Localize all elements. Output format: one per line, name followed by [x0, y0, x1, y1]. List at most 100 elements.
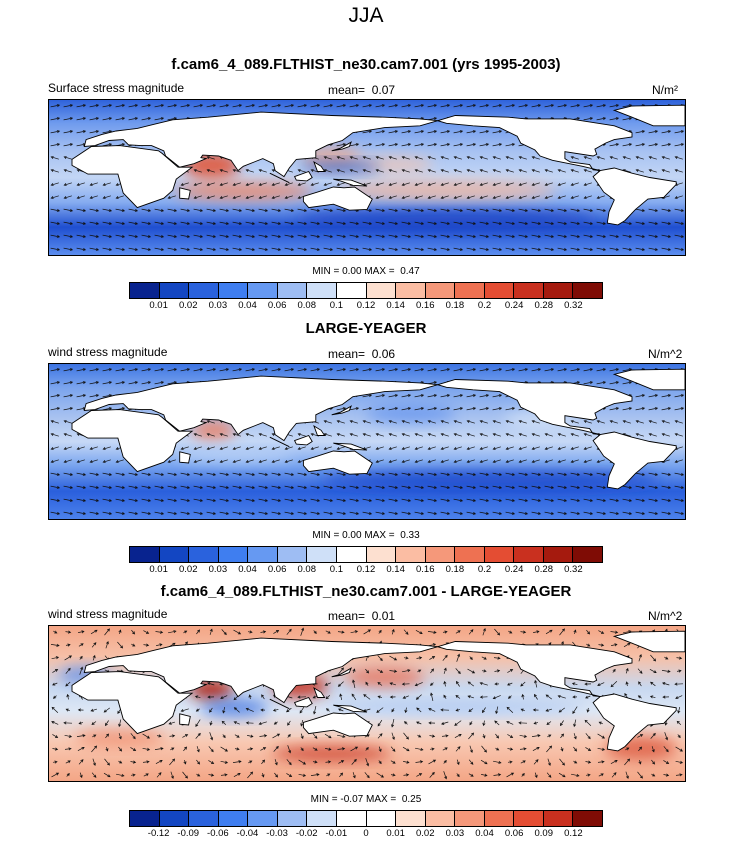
wind-vector — [648, 485, 659, 490]
wind-vector — [89, 247, 100, 252]
field-blob — [173, 182, 314, 201]
wind-vector — [440, 155, 449, 160]
colorbar-box — [189, 283, 219, 298]
min-value: 0.00 — [342, 266, 362, 277]
wind-vector — [66, 772, 70, 777]
wind-vector — [388, 182, 397, 187]
wind-vector — [222, 734, 226, 739]
wind-vector — [492, 234, 503, 239]
wind-vector — [596, 511, 607, 516]
wind-vector — [261, 694, 265, 700]
wind-vector — [520, 630, 527, 634]
wind-vector — [219, 103, 230, 108]
wind-vector — [50, 142, 61, 147]
wind-vector — [427, 498, 438, 503]
wind-vector — [443, 759, 447, 764]
wind-vector — [63, 446, 72, 451]
wind-vector — [428, 721, 436, 725]
wind-vector — [518, 195, 527, 200]
wind-vector — [193, 472, 204, 477]
wind-vector — [651, 746, 655, 753]
wind-vector — [494, 669, 501, 673]
wind-vector — [219, 234, 230, 239]
wind-vector — [207, 695, 215, 699]
wind-vector — [362, 485, 373, 490]
colorbar-box — [455, 283, 485, 298]
wind-vector — [323, 419, 332, 424]
wind-vector — [63, 208, 74, 213]
wind-vector — [63, 234, 74, 239]
wind-vector — [115, 459, 124, 464]
wind-vector — [648, 168, 657, 173]
wind-vector — [427, 446, 436, 451]
wind-vector — [300, 720, 304, 727]
wind-vector — [336, 182, 345, 187]
wind-vector — [245, 485, 256, 490]
wind-vector — [76, 208, 87, 213]
wind-vector — [79, 666, 84, 675]
wind-vector — [492, 432, 501, 437]
wind-vector — [442, 747, 448, 751]
wind-vector — [519, 734, 528, 738]
wind-vector — [271, 247, 282, 252]
wind-vector — [557, 446, 566, 451]
wind-vector — [102, 380, 113, 385]
wind-vector — [557, 432, 566, 437]
wind-vector — [155, 759, 163, 765]
wind-vector — [180, 446, 189, 451]
colorbar-tick-label: 0.02 — [416, 828, 435, 839]
wind-vector — [63, 129, 74, 134]
wind-vector — [506, 721, 514, 725]
wind-vector — [492, 498, 503, 503]
wind-vector — [479, 695, 488, 699]
wind-vector — [453, 498, 464, 503]
wind-vector — [284, 208, 295, 213]
wind-vector — [584, 682, 592, 686]
colorbar-tick-label: 0.03 — [208, 300, 228, 311]
wind-vector — [388, 155, 397, 160]
wind-vector — [479, 393, 490, 398]
wind-vector — [156, 734, 162, 738]
wind-vector — [52, 669, 59, 673]
wind-vector — [414, 485, 425, 490]
wind-vector — [206, 103, 217, 108]
colorbar-tick-label: 0.02 — [179, 564, 198, 575]
wind-vector — [583, 195, 592, 200]
wind-vector — [336, 432, 345, 437]
wind-vector — [300, 747, 304, 752]
wind-vector — [313, 630, 317, 635]
wind-vector — [312, 695, 317, 699]
wind-vector — [375, 234, 386, 239]
wind-vector — [102, 459, 111, 464]
wind-vector — [154, 380, 165, 385]
wind-vector — [570, 247, 581, 252]
wind-vector — [570, 485, 581, 490]
colorbar-tick-label: 0.01 — [149, 300, 168, 311]
colorbar-tick-label: 0.09 — [534, 828, 554, 839]
wind-vector — [169, 734, 176, 738]
wind-vector — [271, 103, 282, 108]
wind-vector — [661, 669, 671, 673]
wind-vector — [402, 746, 410, 752]
wind-vector — [415, 747, 424, 751]
wind-vector — [51, 772, 60, 778]
panel-3-colorbar — [129, 810, 603, 827]
wind-vector — [677, 734, 681, 739]
panel-1-map — [48, 99, 686, 256]
wind-vector — [401, 234, 412, 239]
wind-vector — [570, 498, 581, 503]
wind-vector — [401, 446, 410, 451]
wind-vector — [50, 168, 59, 173]
wind-vector — [427, 485, 438, 490]
land-mass — [592, 693, 677, 752]
wind-vector — [453, 472, 464, 477]
wind-vector — [583, 116, 594, 121]
wind-vector — [401, 472, 412, 477]
panel-2-colorbar-ticks: 0.01 0.02 0.03 0.04 0.06 0.08 0.1 0.12 0.14 0.16 0… — [129, 564, 603, 576]
wind-vector — [375, 511, 386, 516]
wind-vector — [661, 485, 672, 490]
wind-vector — [560, 746, 564, 752]
wind-vector — [544, 485, 555, 490]
wind-vector — [531, 459, 540, 464]
colorbar-tick-label: 0.18 — [445, 300, 465, 311]
